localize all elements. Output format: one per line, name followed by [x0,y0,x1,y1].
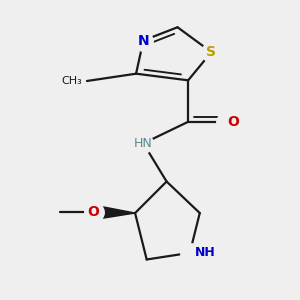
Text: NH: NH [195,246,215,260]
Text: S: S [206,45,216,59]
Text: O: O [227,115,239,129]
Text: N: N [138,34,149,47]
Polygon shape [94,205,135,220]
Text: O: O [88,206,100,219]
Text: CH₃: CH₃ [61,76,82,86]
Text: HN: HN [134,137,153,150]
